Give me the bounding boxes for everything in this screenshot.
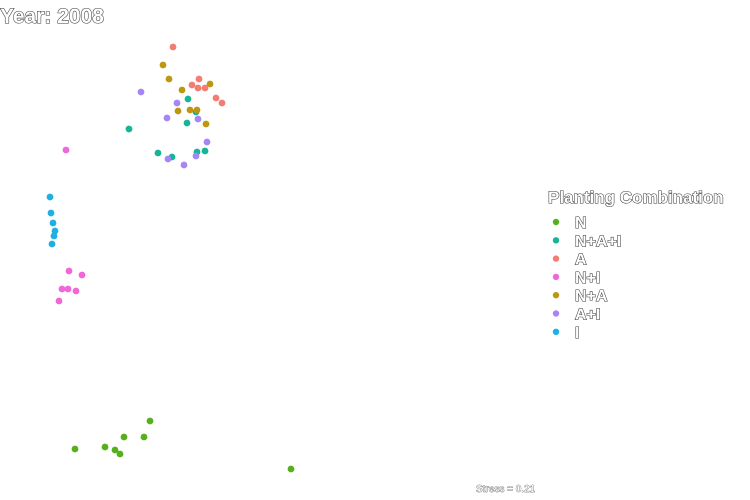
point-i-6 xyxy=(48,240,56,248)
point-n-a-1 xyxy=(159,61,167,69)
legend-key-2 xyxy=(552,237,560,244)
point-n-5 xyxy=(120,433,128,441)
point-n-7 xyxy=(146,417,154,425)
legend-label-7: I xyxy=(575,325,579,342)
point-n-a-7 xyxy=(193,106,201,114)
point-n-a-2 xyxy=(165,75,173,83)
point-a-i-8 xyxy=(180,161,188,169)
point-n-a-i-4 xyxy=(183,119,191,127)
point-n-a-i-2 xyxy=(184,95,192,103)
point-a-i-6 xyxy=(164,155,172,163)
point-a-i-4 xyxy=(194,115,202,123)
point-a-i-1 xyxy=(137,88,145,96)
point-a-i-5 xyxy=(203,138,211,146)
legend: Planting Combination NN+A+I AN+IN+A A+II xyxy=(547,187,724,342)
point-n-6 xyxy=(140,433,148,441)
point-n-a-8 xyxy=(202,120,210,128)
point-n-i-5 xyxy=(64,285,72,293)
point-i-1 xyxy=(46,193,54,201)
point-n-i-2 xyxy=(65,267,73,275)
point-a-2 xyxy=(188,81,196,89)
legend-key-4 xyxy=(552,273,560,281)
point-n-i-1 xyxy=(62,146,70,154)
point-n-1 xyxy=(71,445,79,453)
point-a-i-7 xyxy=(192,152,200,160)
point-n-2 xyxy=(101,443,109,451)
legend-label-2: N+A+I xyxy=(575,233,621,250)
point-a-5 xyxy=(201,84,209,92)
data-points xyxy=(46,43,295,473)
point-a-i-2 xyxy=(173,99,181,107)
legend-key-1 xyxy=(552,218,560,226)
point-n-a-i-1 xyxy=(125,125,133,133)
point-n-a-4 xyxy=(206,80,214,88)
legend-label-6: A+I xyxy=(575,307,600,324)
point-n-4 xyxy=(116,450,124,458)
point-a-4 xyxy=(194,84,202,92)
point-n-a-5 xyxy=(174,107,182,115)
point-n-8 xyxy=(287,465,295,473)
point-i-5 xyxy=(50,232,58,240)
point-a-3 xyxy=(195,75,203,83)
legend-label-3: A xyxy=(575,252,587,269)
point-a-i-3 xyxy=(163,114,171,122)
stress-annotation: Stress = 0.21 xyxy=(476,484,536,495)
legend-key-6 xyxy=(552,310,560,317)
point-n-a-i-5 xyxy=(154,149,162,157)
legend-label-1: N xyxy=(575,215,587,232)
chart-title: Year: 2008 xyxy=(0,5,104,28)
point-i-2 xyxy=(47,209,55,217)
legend-title: Planting Combination xyxy=(548,188,724,207)
legend-label-5: N+A xyxy=(575,288,608,305)
point-a-7 xyxy=(218,99,226,107)
point-n-i-4 xyxy=(58,285,66,293)
legend-key-5 xyxy=(552,292,560,299)
point-a-6 xyxy=(212,94,220,102)
point-n-3 xyxy=(111,446,119,454)
point-n-i-3 xyxy=(78,271,86,279)
point-n-a-6 xyxy=(186,106,194,114)
point-i-3 xyxy=(49,219,57,227)
legend-label-4: N+I xyxy=(575,270,600,287)
point-a-1 xyxy=(169,43,177,51)
point-n-a-3 xyxy=(178,86,186,94)
legend-key-7 xyxy=(552,328,560,335)
point-n-a-i-8 xyxy=(201,147,209,155)
point-n-i-6 xyxy=(72,287,80,295)
point-n-i-7 xyxy=(55,297,63,305)
legend-key-3 xyxy=(552,255,560,262)
